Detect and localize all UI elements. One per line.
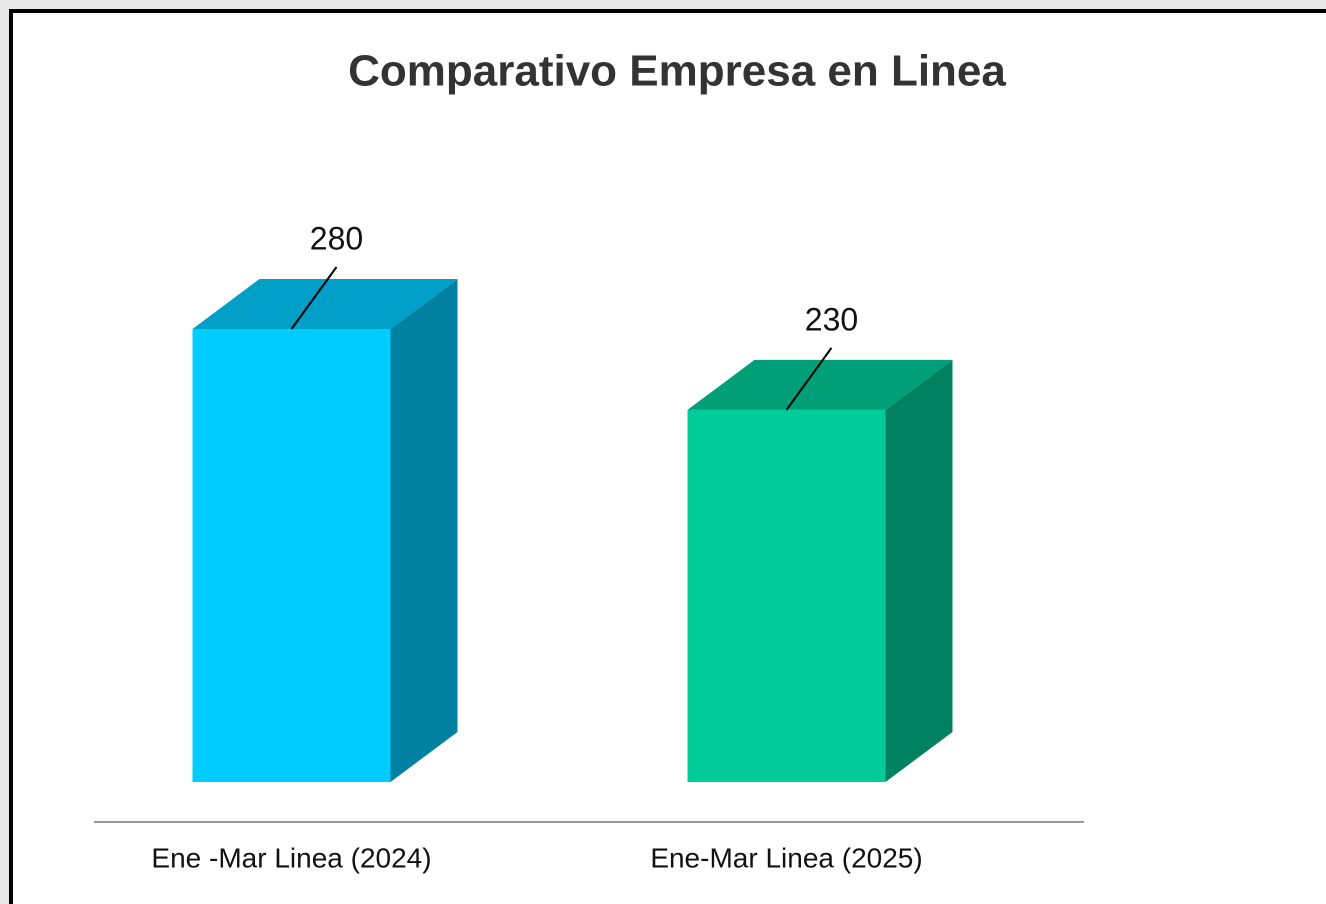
chart-title: Comparativo Empresa en Linea bbox=[348, 47, 1006, 96]
data-label: 280 bbox=[310, 220, 363, 256]
leader-line bbox=[785, 347, 833, 411]
x-tick-label: Ene-Mar Linea (2025) bbox=[650, 842, 922, 873]
bar-side bbox=[390, 279, 458, 782]
leader-line bbox=[290, 266, 338, 330]
bar-top bbox=[687, 359, 953, 410]
x-tick-label: Ene -Mar Linea (2024) bbox=[151, 842, 431, 873]
data-label: 230 bbox=[805, 301, 858, 337]
bar bbox=[192, 329, 391, 782]
bar-top bbox=[192, 279, 458, 329]
bar bbox=[687, 409, 886, 782]
bar-side bbox=[885, 359, 953, 782]
